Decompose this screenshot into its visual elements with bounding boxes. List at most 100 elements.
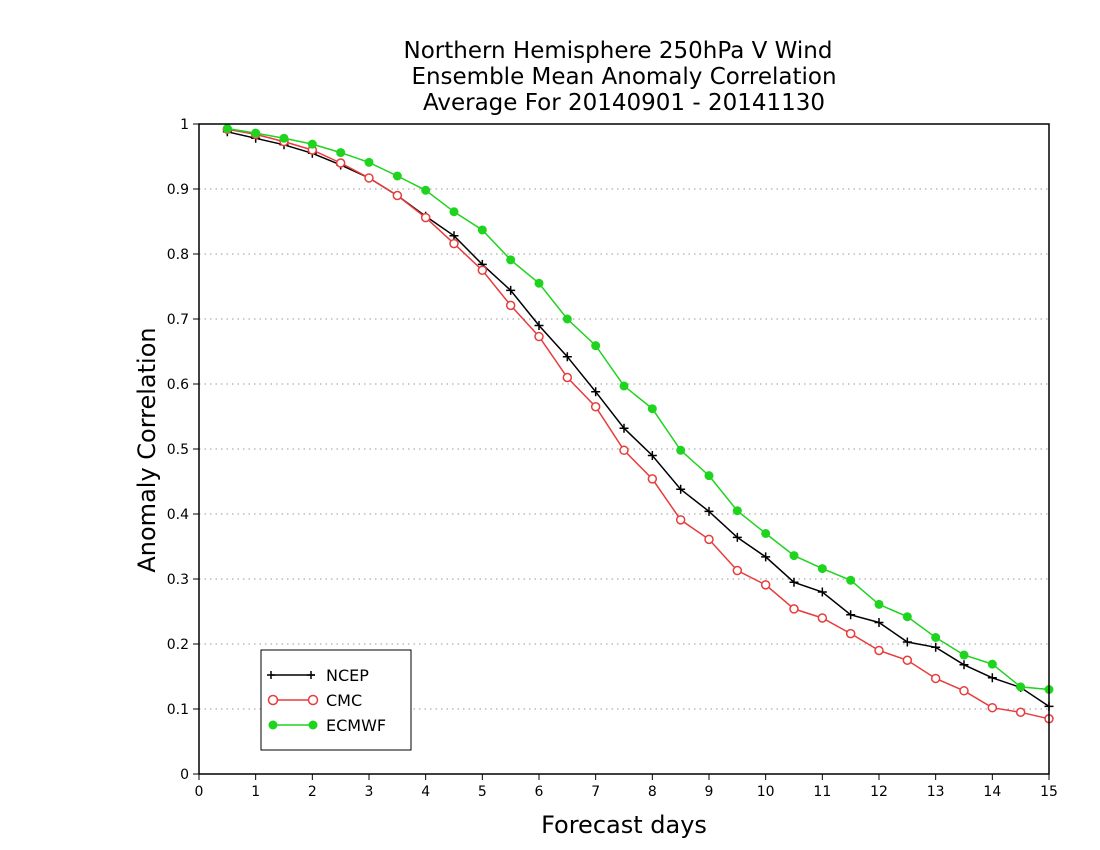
data-point-ecmwf: [704, 471, 714, 481]
y-tick-label: 0.9: [167, 182, 189, 198]
data-point-ecmwf: [279, 133, 289, 143]
data-point-ecmwf: [846, 575, 856, 585]
x-axis-ticks: 0 1 2 3 4 5 6 7 8 9 10 11 12 13 14 15: [195, 774, 1058, 800]
data-point-ncep: [732, 532, 742, 542]
series-layer: [222, 124, 1054, 724]
data-point-cmc: [420, 212, 431, 223]
data-point-ncep: [647, 451, 657, 460]
data-point-ecmwf: [647, 404, 657, 414]
data-point-ecmwf: [449, 207, 459, 217]
data-point-ecmwf: [732, 506, 742, 516]
legend-entry-ecmwf: ECMWF: [268, 716, 386, 735]
y-tick-label: 0: [180, 767, 189, 783]
data-point-ecmwf: [364, 157, 374, 167]
data-point-ncep: [931, 642, 941, 652]
y-tick-label: 0.8: [167, 247, 189, 263]
chart-title-line-1: Northern Hemisphere 250hPa V Wind: [404, 38, 833, 64]
legend-marker-ecmwf-left: [268, 720, 278, 730]
data-point-ncep: [761, 552, 771, 562]
series-ecmwf: [222, 124, 1054, 694]
x-tick-label: 10: [757, 784, 775, 800]
data-point-ecmwf: [959, 650, 969, 660]
x-tick-label: 5: [478, 784, 487, 800]
data-point-cmc: [364, 173, 374, 183]
x-tick-label: 12: [870, 784, 888, 800]
x-tick-label: 0: [195, 784, 204, 800]
x-tick-label: 3: [365, 784, 374, 800]
data-point-ncep: [676, 484, 686, 494]
chart-title-line-2: Ensemble Mean Anomaly Correlation: [411, 64, 836, 90]
legend-entry-cmc: CMC: [267, 691, 362, 710]
series-ncep: [222, 127, 1054, 711]
data-point-ncep: [449, 231, 459, 241]
data-point-cmc: [874, 645, 884, 656]
data-point-cmc: [675, 515, 686, 525]
legend-marker-cmc-right: [307, 694, 319, 706]
data-point-ecmwf: [1016, 682, 1026, 692]
x-tick-label: 15: [1040, 784, 1058, 800]
data-point-ncep: [591, 387, 601, 397]
x-axis-label: Forecast days: [541, 811, 707, 839]
y-axis-label: Anomaly Correlation: [133, 327, 161, 572]
data-point-cmc: [392, 190, 403, 201]
data-point-ecmwf: [874, 599, 884, 609]
data-point-ncep: [619, 423, 629, 433]
y-tick-label: 0.2: [167, 637, 189, 653]
series-line-cmc: [227, 128, 1050, 720]
y-tick-label: 0.6: [167, 377, 189, 393]
data-point-ncep: [704, 506, 714, 516]
data-point-cmc: [845, 628, 856, 639]
y-tick-label: 0.5: [167, 442, 189, 458]
legend-marker-cmc-left: [267, 694, 279, 706]
legend-marker-ecmwf-right: [308, 720, 318, 730]
y-tick-label: 0.1: [167, 702, 189, 718]
data-point-cmc: [647, 474, 658, 484]
data-point-cmc: [590, 402, 601, 412]
x-tick-label: 1: [251, 784, 260, 800]
x-tick-label: 8: [648, 784, 657, 800]
series-line-ecmwf: [227, 127, 1050, 691]
data-point-ecmwf: [506, 255, 516, 265]
y-tick-label: 0.3: [167, 572, 189, 588]
data-point-ecmwf: [421, 185, 431, 195]
data-point-ecmwf: [619, 381, 629, 391]
data-point-cmc: [760, 580, 771, 590]
data-point-ncep: [846, 610, 856, 620]
y-tick-label: 0.7: [167, 312, 189, 328]
data-point-ecmwf: [987, 659, 997, 669]
data-point-ncep: [562, 352, 572, 362]
y-tick-label: 0.4: [167, 507, 189, 523]
data-point-ncep: [987, 673, 997, 683]
data-point-ncep: [874, 618, 884, 628]
legend-label-cmc: CMC: [326, 691, 362, 710]
data-point-cmc: [477, 265, 488, 275]
data-point-ncep: [959, 660, 969, 670]
data-point-cmc: [817, 613, 828, 623]
data-point-ecmwf: [477, 225, 487, 235]
legend-entry-ncep: NCEP: [267, 666, 369, 685]
data-point-ecmwf: [562, 314, 572, 324]
y-tick-label: 1: [180, 117, 189, 133]
data-point-ecmwf: [761, 529, 771, 538]
data-point-cmc: [449, 238, 459, 249]
data-point-ecmwf: [392, 171, 402, 181]
data-point-cmc: [335, 158, 346, 168]
x-tick-label: 4: [421, 784, 430, 800]
data-point-ecmwf: [222, 124, 232, 134]
data-point-cmc: [704, 534, 714, 545]
x-tick-label: 11: [813, 784, 831, 800]
data-point-cmc: [789, 604, 799, 614]
legend: NCEP CMC ECMWF: [260, 649, 412, 751]
data-point-ecmwf: [902, 612, 912, 622]
data-point-cmc: [959, 686, 969, 696]
x-tick-label: 14: [983, 784, 1001, 800]
series-line-ncep: [227, 131, 1050, 708]
plot-frame: [198, 123, 1050, 775]
legend-marker-ncep: [267, 671, 315, 679]
legend-label-ncep: NCEP: [326, 666, 369, 685]
x-tick-label: 7: [591, 784, 600, 800]
data-point-cmc: [987, 702, 998, 713]
data-point-cmc: [902, 655, 913, 665]
data-point-cmc: [534, 331, 544, 342]
